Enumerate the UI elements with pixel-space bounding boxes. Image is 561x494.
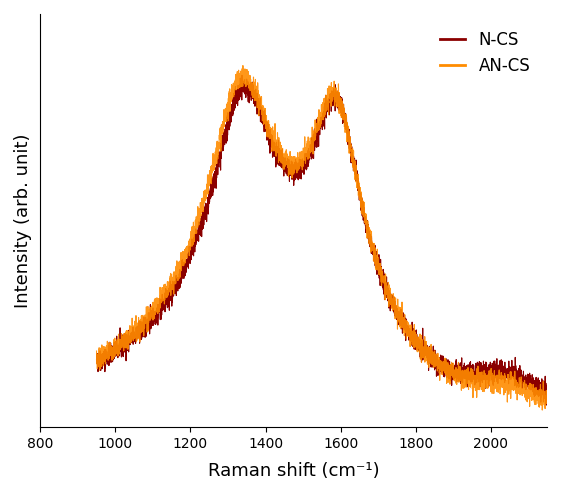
AN-CS — [93, 348, 100, 354]
N-CS — [544, 389, 550, 395]
N-CS — [238, 72, 245, 78]
N-CS — [283, 165, 289, 170]
AN-CS — [286, 163, 293, 168]
N-CS — [307, 151, 314, 157]
Legend: N-CS, AN-CS: N-CS, AN-CS — [432, 22, 539, 83]
AN-CS — [283, 155, 289, 161]
AN-CS — [307, 139, 314, 145]
N-CS — [544, 402, 550, 408]
Line: N-CS: N-CS — [96, 75, 547, 405]
N-CS — [508, 364, 514, 370]
N-CS — [421, 349, 427, 355]
AN-CS — [530, 386, 537, 392]
AN-CS — [240, 63, 246, 69]
AN-CS — [539, 407, 546, 413]
AN-CS — [508, 381, 514, 387]
N-CS — [530, 380, 537, 386]
Line: AN-CS: AN-CS — [96, 66, 547, 410]
X-axis label: Raman shift (cm⁻¹): Raman shift (cm⁻¹) — [208, 462, 379, 480]
Y-axis label: Intensity (arb. unit): Intensity (arb. unit) — [14, 133, 32, 308]
AN-CS — [544, 393, 550, 399]
N-CS — [93, 357, 100, 363]
AN-CS — [421, 345, 427, 351]
N-CS — [286, 163, 293, 168]
